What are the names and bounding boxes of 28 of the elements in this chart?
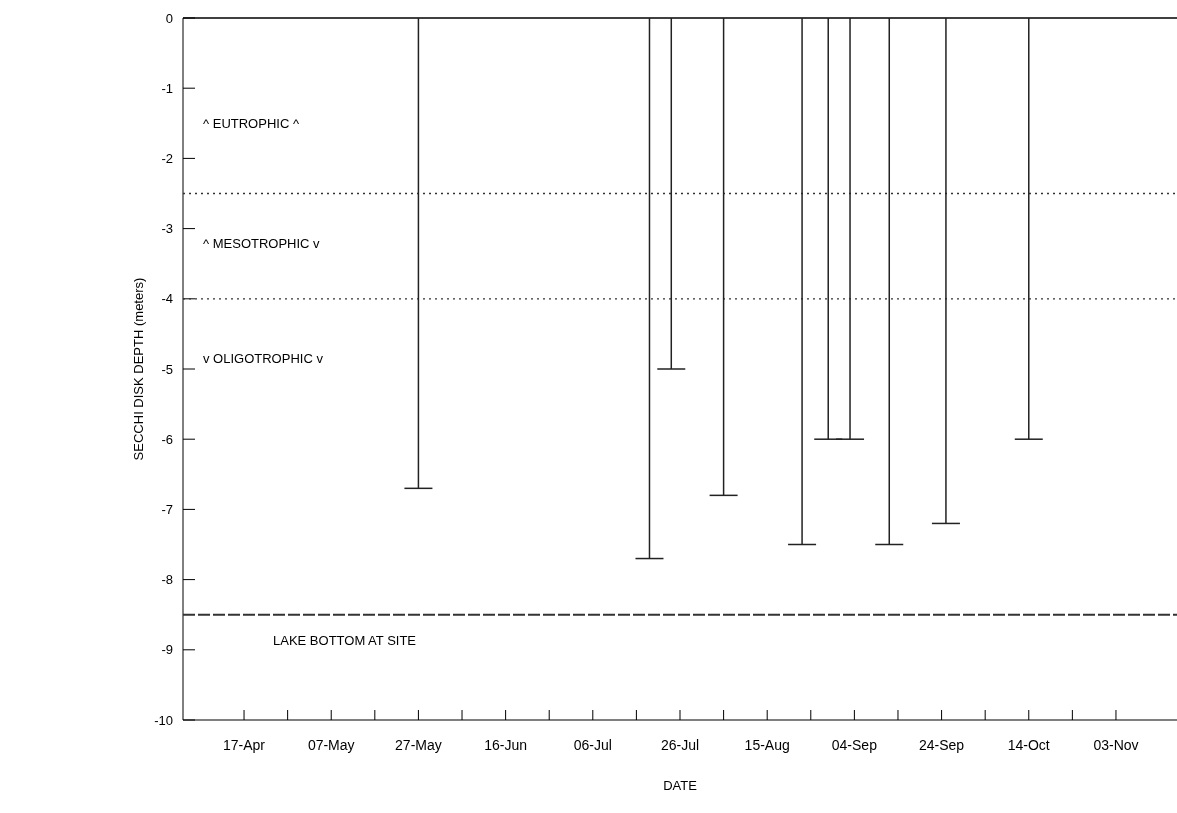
x-tick-label: 16-Jun bbox=[484, 737, 528, 753]
annotation: v OLIGOTROPHIC v bbox=[203, 351, 324, 367]
y-axis-title: SECCHI DISK DEPTH (meters) bbox=[131, 277, 146, 461]
x-tick-label: 17-Apr bbox=[223, 737, 266, 753]
ref-line-label: LAKE BOTTOM AT SITE bbox=[273, 632, 417, 648]
y-tick-label: -3 bbox=[161, 221, 173, 237]
x-tick-label: 27-May bbox=[395, 737, 442, 753]
x-tick-label: 06-Jul bbox=[573, 737, 612, 753]
y-tick-label: -5 bbox=[161, 361, 173, 377]
y-tick-label: -10 bbox=[154, 712, 173, 728]
x-tick-label: 24-Sep bbox=[919, 737, 965, 753]
y-tick-label: 0 bbox=[165, 10, 173, 26]
x-tick-label: 04-Sep bbox=[831, 737, 878, 753]
y-tick-label: -1 bbox=[161, 80, 173, 96]
x-tick-label: 07-May bbox=[307, 737, 355, 753]
y-tick-label: -7 bbox=[161, 501, 173, 517]
y-tick-label: -2 bbox=[161, 150, 173, 166]
y-tick-label: -6 bbox=[161, 431, 173, 447]
x-tick-label: 15-Aug bbox=[744, 737, 790, 753]
x-axis-title: DATE bbox=[663, 778, 698, 793]
x-tick-label: 03-Nov bbox=[1093, 737, 1139, 753]
y-tick-label: -4 bbox=[161, 291, 173, 307]
y-tick-label: -8 bbox=[161, 572, 173, 588]
x-tick-label: 14-Oct bbox=[1007, 737, 1050, 753]
annotation: ^ EUTROPHIC ^ bbox=[203, 116, 300, 132]
y-tick-label: -9 bbox=[161, 642, 173, 658]
x-tick-label: 26-Jul bbox=[660, 737, 700, 753]
annotation: ^ MESOTROPHIC v bbox=[203, 236, 321, 252]
